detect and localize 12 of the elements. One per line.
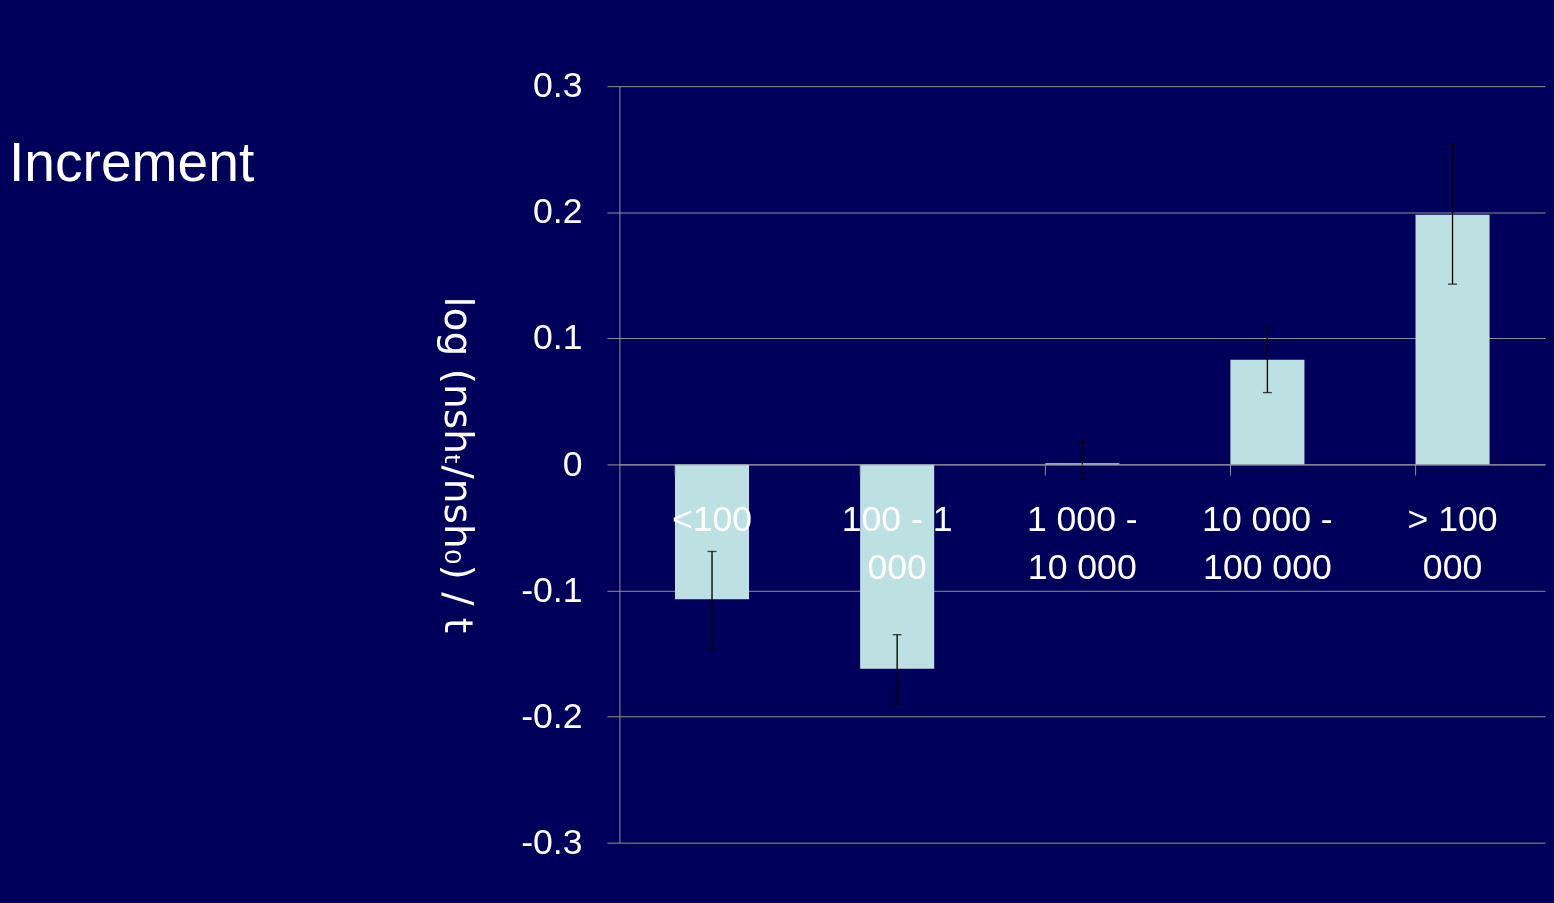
text: Increment: [8, 131, 255, 194]
y-tick-label: 0: [562, 443, 583, 484]
x-tick-label: 1 000 - 10 000: [1026, 498, 1138, 587]
x-tick-label: > 100 000: [1407, 498, 1498, 587]
y-tick-label: 0.3: [533, 65, 583, 106]
y-tick-label: -0.3: [521, 821, 583, 862]
y-axis-title: log (nshₜ/nsh₀) / t: [435, 296, 481, 634]
x-tick-label: 10 000 - 100 000: [1202, 498, 1333, 587]
y-tick-label: -0.1: [521, 569, 583, 610]
y-tick-label: -0.2: [521, 695, 583, 736]
y-tick-label: 0.2: [533, 191, 583, 232]
y-tick-label: 0.1: [533, 317, 583, 358]
